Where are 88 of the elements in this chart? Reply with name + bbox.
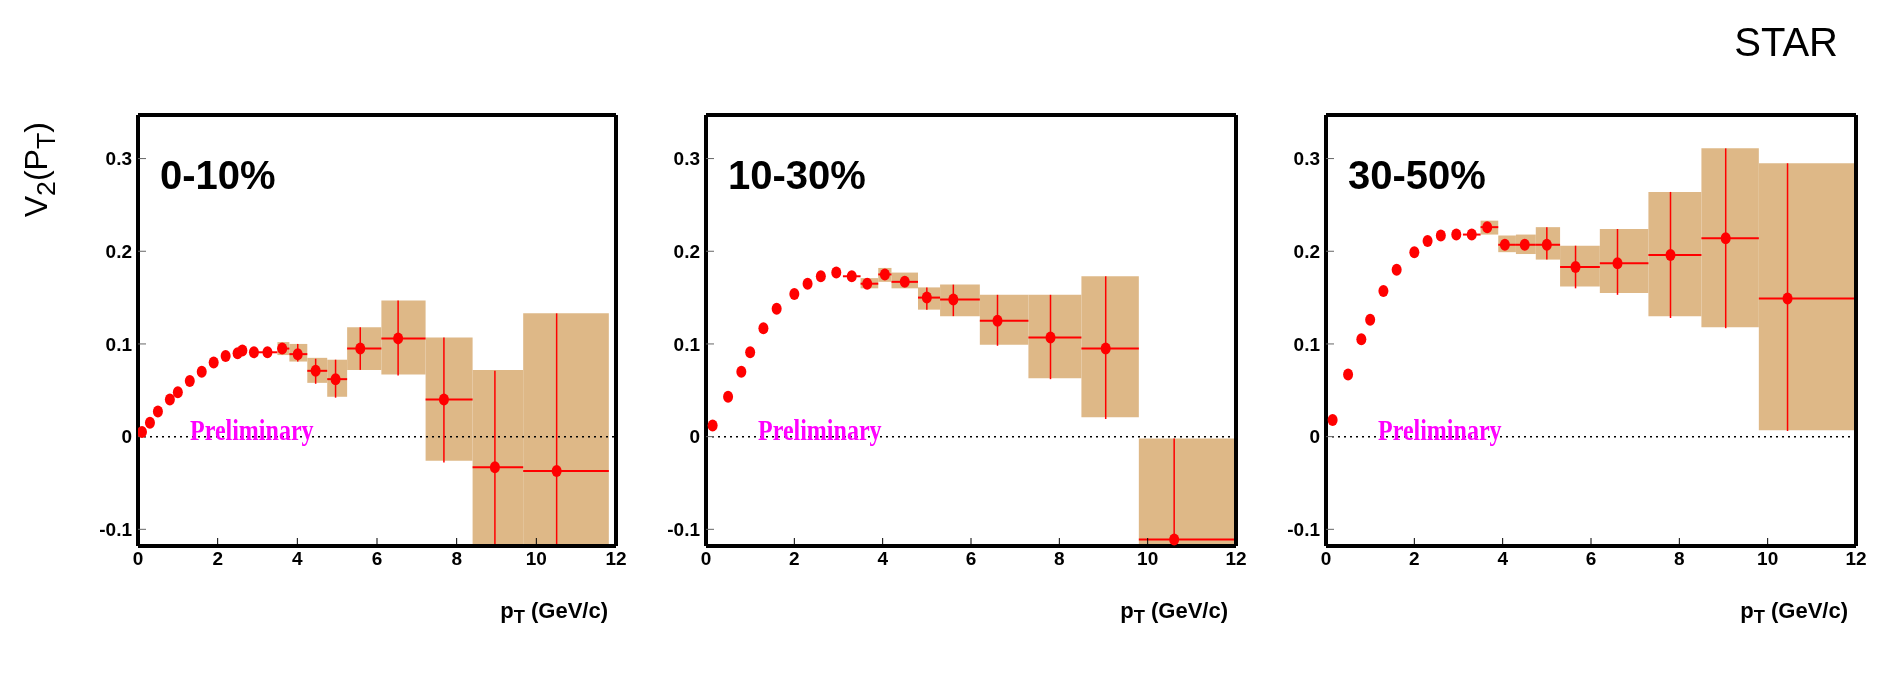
point bbox=[1466, 228, 1477, 241]
point bbox=[736, 365, 747, 378]
y-tick-label: -0.1 bbox=[1287, 519, 1321, 541]
point bbox=[208, 356, 219, 369]
point bbox=[1665, 248, 1676, 261]
x-tick-label: 8 bbox=[1054, 548, 1065, 570]
point bbox=[1169, 533, 1180, 546]
point bbox=[438, 393, 449, 406]
x-tick-label: 2 bbox=[1409, 548, 1420, 570]
annotation: Preliminary bbox=[758, 413, 882, 447]
x-tick-label: 8 bbox=[1674, 548, 1685, 570]
y-tick-label: 0 bbox=[121, 426, 132, 448]
x-tick-label: 12 bbox=[605, 548, 627, 570]
point bbox=[1343, 368, 1354, 381]
point bbox=[489, 461, 500, 474]
x-tick-label: 8 bbox=[451, 548, 462, 570]
point bbox=[1451, 228, 1462, 241]
x-axis-title: p$_{T}$ (GeV/c) bbox=[1740, 598, 1848, 629]
y-tick-label: -0.1 bbox=[667, 519, 701, 541]
annotation: Preliminary bbox=[1378, 413, 1502, 447]
point bbox=[196, 365, 207, 378]
text: STAR bbox=[1734, 20, 1838, 65]
x-tick-label: 4 bbox=[877, 548, 889, 570]
y-tick-label: 0.1 bbox=[673, 333, 701, 355]
point bbox=[862, 277, 873, 290]
x-tick-label: 2 bbox=[789, 548, 800, 570]
x-tick-label: 12 bbox=[1225, 548, 1247, 570]
y-tick-label: 0.2 bbox=[673, 241, 700, 262]
x-tick-label: 4 bbox=[1497, 548, 1509, 570]
y-tick-label: 0 bbox=[689, 426, 700, 448]
y-tick-label: 0.2 bbox=[105, 241, 132, 262]
x-tick-label: 12 bbox=[1845, 548, 1867, 570]
x-tick-label: 6 bbox=[965, 548, 977, 570]
y-tick-label: 0.3 bbox=[673, 148, 700, 170]
y-tick-label: 0.2 bbox=[1293, 241, 1320, 262]
point bbox=[1045, 331, 1056, 344]
point bbox=[1422, 235, 1433, 248]
x-tick-label: 6 bbox=[1585, 548, 1597, 570]
point bbox=[723, 390, 734, 403]
annotation: Preliminary bbox=[190, 413, 314, 447]
y-tick-label: 0.1 bbox=[1293, 333, 1321, 355]
text: 30-50% bbox=[1348, 153, 1486, 198]
point bbox=[172, 386, 183, 399]
x-tick-label: 10 bbox=[525, 548, 547, 570]
point bbox=[164, 393, 175, 406]
x-tick-label: 4 bbox=[292, 548, 304, 570]
point bbox=[262, 346, 273, 359]
point bbox=[152, 405, 163, 418]
text: 10-30% bbox=[728, 153, 866, 198]
point bbox=[789, 287, 800, 300]
point bbox=[745, 346, 756, 359]
point bbox=[771, 302, 782, 315]
point bbox=[551, 464, 562, 477]
point bbox=[846, 270, 857, 283]
point bbox=[1356, 333, 1367, 346]
point bbox=[1378, 285, 1389, 298]
point bbox=[1365, 313, 1376, 326]
text: 0-10% bbox=[160, 153, 276, 198]
point bbox=[758, 322, 769, 335]
point bbox=[220, 349, 231, 362]
x-tick-label: 10 bbox=[1757, 548, 1779, 570]
point bbox=[237, 344, 248, 357]
point bbox=[144, 416, 155, 429]
point bbox=[802, 277, 813, 290]
x-axis-title: p$_{T}$ (GeV/c) bbox=[500, 598, 608, 629]
y-tick-label: -0.1 bbox=[99, 519, 133, 541]
point bbox=[831, 266, 842, 279]
y-tick-label: 0 bbox=[1309, 426, 1320, 448]
point bbox=[1435, 229, 1446, 242]
x-tick-label: 10 bbox=[1137, 548, 1159, 570]
x-tick-label: 6 bbox=[371, 548, 383, 570]
point bbox=[184, 375, 195, 388]
y-tick-label: 0.3 bbox=[105, 148, 132, 170]
point bbox=[1720, 232, 1731, 245]
point bbox=[1100, 342, 1111, 355]
y-tick-label: 0.1 bbox=[105, 333, 133, 355]
x-axis-title: p$_{T}$ (GeV/c) bbox=[1120, 598, 1228, 629]
point bbox=[1782, 292, 1793, 305]
point bbox=[1409, 246, 1420, 259]
point bbox=[707, 419, 718, 432]
point bbox=[393, 332, 404, 345]
point bbox=[1391, 263, 1402, 276]
y-tick-label: 0.3 bbox=[1293, 148, 1320, 170]
point bbox=[248, 346, 259, 359]
point bbox=[1612, 257, 1623, 270]
point bbox=[815, 270, 826, 283]
x-tick-label: 2 bbox=[212, 548, 223, 570]
point bbox=[1327, 413, 1338, 426]
